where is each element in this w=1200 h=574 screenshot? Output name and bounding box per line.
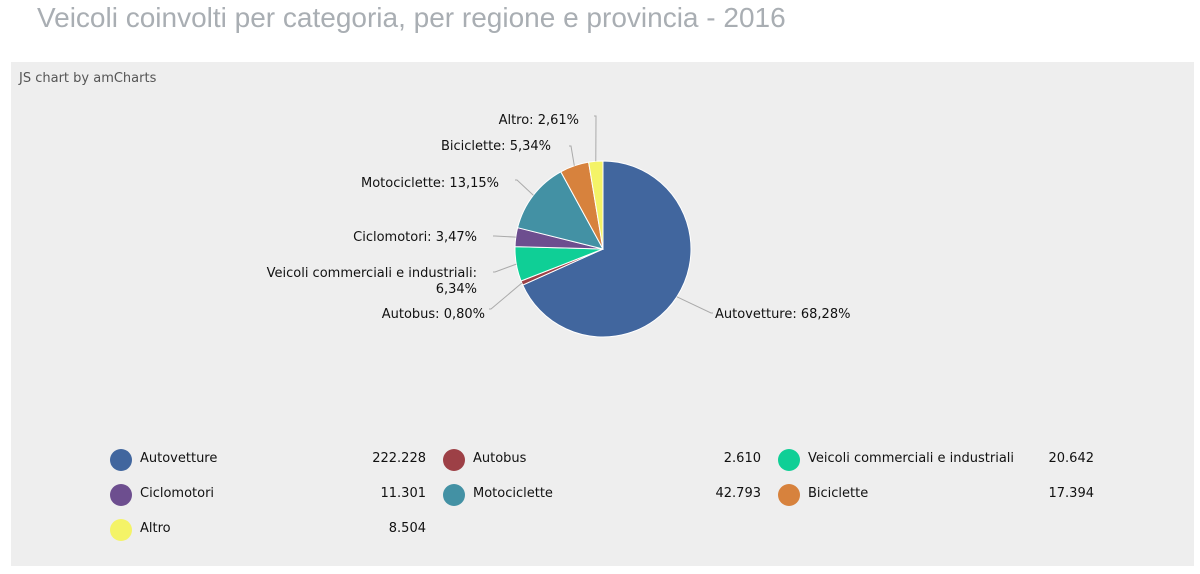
legend-marker[interactable] (443, 449, 465, 471)
legend-marker[interactable] (443, 484, 465, 506)
legend-label: Ciclomotori (140, 486, 215, 501)
legend-label: Autobus (473, 451, 527, 466)
pie-label: Veicoli commerciali e industriali: 6,34% (267, 266, 477, 297)
legend-item[interactable]: Altro 8.504 (110, 518, 426, 542)
legend-value: 42.793 (715, 486, 762, 501)
pie-label: Autobus: 0,80% (382, 307, 485, 322)
legend-label: Motociclette (473, 486, 553, 501)
legend-item[interactable]: Autovetture 222.228 (110, 448, 426, 472)
legend-label: Autovetture (140, 451, 218, 466)
legend-item[interactable]: Biciclette 17.394 (778, 483, 1094, 507)
legend-marker[interactable] (778, 484, 800, 506)
page-title: Veicoli coinvolti per categoria, per reg… (37, 2, 786, 33)
amcharts-credit[interactable]: JS chart by amCharts (19, 71, 157, 86)
legend-value: 11.301 (380, 486, 427, 501)
pie-label-connector (489, 282, 523, 310)
pie-label: Autovetture: 68,28% (715, 307, 850, 322)
chart-panel: JS chart by amCharts Autovetture: 68,28%… (11, 62, 1194, 566)
legend-value: 222.228 (372, 451, 426, 466)
legend-item[interactable]: Autobus 2.610 (443, 448, 761, 472)
legend-label: Biciclette (808, 486, 869, 501)
legend-value: 8.504 (388, 521, 426, 536)
legend-value: 20.642 (1048, 451, 1095, 466)
legend-label: Altro (140, 521, 171, 536)
legend-item[interactable]: Motociclette 42.793 (443, 483, 761, 507)
pie-label-connector (569, 145, 575, 166)
pie-label-connector (493, 263, 517, 273)
pie-label: Motociclette: 13,15% (361, 176, 499, 191)
pie-chart: Autovetture: 68,28% Autobus: 0,80% Veicoli… (267, 113, 850, 338)
legend-item[interactable]: Veicoli commerciali e industriali 20.642 (778, 448, 1094, 472)
legend-item[interactable]: Ciclomotori 11.301 (110, 483, 426, 507)
pie-label: Biciclette: 5,34% (441, 139, 551, 154)
legend-value: 17.394 (1048, 486, 1095, 501)
pie-label-connector (493, 235, 516, 238)
legend-marker[interactable] (110, 449, 132, 471)
pie-label-connector (515, 179, 534, 196)
pie-label: Altro: 2,61% (499, 113, 579, 128)
legend-label: Veicoli commerciali e industriali (808, 451, 1015, 466)
legend-marker[interactable] (110, 484, 132, 506)
legend-value: 2.610 (723, 451, 761, 466)
pie-label-connector (676, 296, 713, 314)
pie-slice-autovetture[interactable] (522, 160, 692, 338)
legend-marker[interactable] (778, 449, 800, 471)
pie-label: Ciclomotori: 3,47% (353, 230, 477, 245)
legend-marker[interactable] (110, 519, 132, 541)
pie-label-connector (594, 115, 597, 162)
